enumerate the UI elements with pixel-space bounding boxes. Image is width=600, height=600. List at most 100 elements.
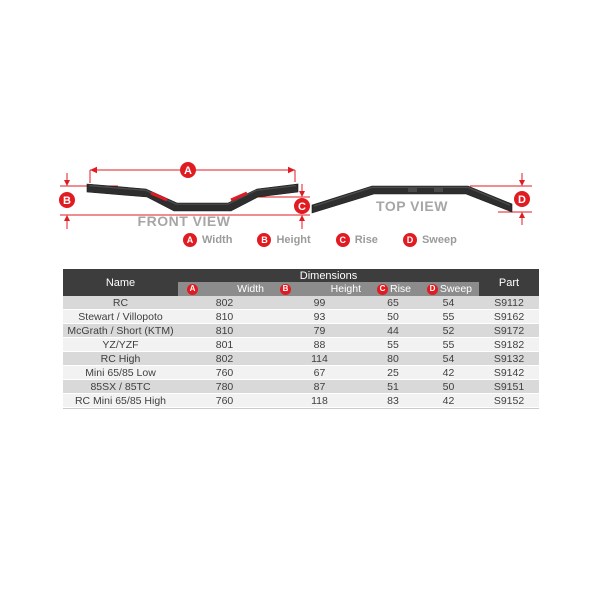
width-letter-icon: A (187, 283, 198, 295)
front-bar-decal-right (230, 191, 248, 202)
top-view: D TOP VIEW (311, 173, 532, 225)
column-header-dimensions: Dimensions (178, 269, 479, 282)
cell-height: 88 (271, 338, 368, 352)
top-view-label: TOP VIEW (376, 198, 448, 214)
cell-rise: 51 (368, 380, 418, 394)
column-header-part: Part (479, 269, 539, 296)
cell-height: 67 (271, 366, 368, 380)
subheader-sweep-label: Sweep (439, 283, 472, 295)
sweep-letter-icon: D (427, 283, 438, 295)
cell-part: S9172 (479, 324, 539, 338)
height-letter-icon: B (280, 283, 291, 295)
top-view-bar (311, 185, 513, 214)
rise-letter-icon: C (377, 283, 388, 295)
cell-height: 118 (271, 394, 368, 408)
cell-name: RC (63, 296, 178, 310)
cell-name: RC High (63, 352, 178, 366)
clamp-mark-right (434, 187, 443, 192)
subheader-height-label: Height (330, 283, 361, 295)
cell-rise: 44 (368, 324, 418, 338)
cell-part: S9132 (479, 352, 539, 366)
cell-rise: 25 (368, 366, 418, 380)
cell-sweep: 54 (418, 296, 479, 310)
marker-c-badge: C (294, 198, 310, 214)
subheader-rise-label: Rise (389, 283, 411, 295)
dimensions-table: Name Dimensions Part A Width B Height C … (63, 269, 539, 409)
cell-width: 802 (178, 296, 271, 310)
cell-rise: 83 (368, 394, 418, 408)
cell-sweep: 42 (418, 394, 479, 408)
legend-label-sweep: Sweep (421, 234, 457, 246)
marker-d-badge: D (514, 191, 530, 207)
cell-name: Stewart / Villopoto (63, 310, 178, 324)
dimension-line-c (252, 184, 310, 229)
cell-rise: 65 (368, 296, 418, 310)
subheader-width-label: Width (237, 283, 264, 295)
subheader-rise: C Rise (368, 282, 418, 296)
marker-d-letter: D (518, 194, 526, 206)
subheader-width: A Width (178, 282, 271, 296)
legend-item-height: B Height (257, 233, 311, 247)
cell-height: 114 (271, 352, 368, 366)
dimension-line-d (470, 173, 532, 225)
marker-b-badge: B (59, 192, 75, 208)
cell-width: 802 (178, 352, 271, 366)
width-letter-icon: A (183, 233, 197, 247)
cell-sweep: 52 (418, 324, 479, 338)
cell-sweep: 55 (418, 310, 479, 324)
cell-part: S9162 (479, 310, 539, 324)
cell-part: S9151 (479, 380, 539, 394)
marker-a-badge: A (180, 162, 196, 178)
cell-rise: 80 (368, 352, 418, 366)
column-header-name: Name (63, 269, 178, 296)
front-view: A B C FRONT VIEW (59, 162, 310, 229)
subheader-height: B Height (271, 282, 368, 296)
cell-width: 760 (178, 394, 271, 408)
dimension-legend: A Width B Height C Rise D Sweep (183, 232, 457, 248)
cell-name: McGrath / Short (KTM) (63, 324, 178, 338)
cell-width: 810 (178, 310, 271, 324)
marker-a-letter: A (184, 165, 192, 177)
legend-label-rise: Rise (354, 234, 378, 246)
clamp-mark-left (408, 187, 417, 192)
legend-label-height: Height (276, 234, 311, 246)
cell-width: 801 (178, 338, 271, 352)
cell-part: S9112 (479, 296, 539, 310)
cell-height: 93 (271, 310, 368, 324)
cell-sweep: 50 (418, 380, 479, 394)
handlebar-diagram: A B C FRONT VIEW (59, 162, 532, 229)
cell-height: 87 (271, 380, 368, 394)
rise-letter-icon: C (335, 233, 350, 247)
legend-label-width: Width (202, 234, 233, 246)
cell-name: Mini 65/85 Low (63, 366, 178, 380)
legend-item-rise: C Rise (335, 233, 378, 247)
cell-part: S9152 (479, 394, 539, 408)
cell-rise: 55 (368, 338, 418, 352)
cell-name: 85SX / 85TC (63, 380, 178, 394)
front-view-bar (86, 183, 299, 212)
height-letter-icon: B (257, 233, 272, 247)
cell-rise: 50 (368, 310, 418, 324)
front-bar-decal-left (150, 191, 168, 202)
top-view-bar-highlight (313, 186, 511, 207)
cell-width: 810 (178, 324, 271, 338)
legend-item-sweep: D Sweep (402, 233, 457, 247)
cell-sweep: 54 (418, 352, 479, 366)
marker-b-letter: B (63, 195, 71, 207)
cell-width: 780 (178, 380, 271, 394)
marker-c-letter: C (298, 201, 306, 213)
front-view-bar-highlight (88, 185, 297, 205)
cell-name: RC Mini 65/85 High (63, 394, 178, 408)
cell-part: S9142 (479, 366, 539, 380)
subheader-sweep: D Sweep (418, 282, 479, 296)
cell-name: YZ/YZF (63, 338, 178, 352)
cell-sweep: 42 (418, 366, 479, 380)
sweep-letter-icon: D (402, 233, 417, 247)
cell-sweep: 55 (418, 338, 479, 352)
front-view-label: FRONT VIEW (138, 213, 231, 229)
cell-height: 99 (271, 296, 368, 310)
cell-height: 79 (271, 324, 368, 338)
cell-part: S9182 (479, 338, 539, 352)
cell-width: 760 (178, 366, 271, 380)
